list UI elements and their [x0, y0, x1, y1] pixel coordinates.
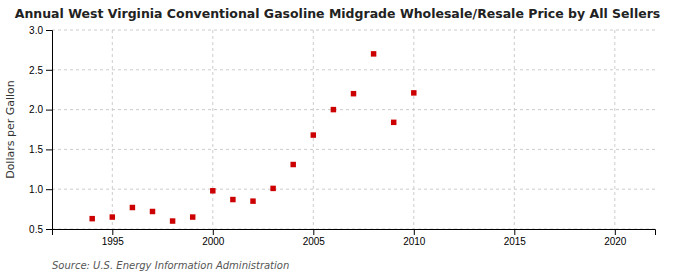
- point: [110, 214, 115, 219]
- point: [290, 162, 295, 167]
- point: [250, 198, 255, 203]
- y-axis: 0.5 1.0 1.5 2.0 2.5 3.0: [29, 25, 52, 235]
- x-tick-label: 2020: [604, 236, 627, 247]
- x-grid-line: [112, 30, 113, 229]
- point: [130, 205, 135, 210]
- y-grid-line: [52, 149, 655, 150]
- y-tick-label: 0.5: [29, 224, 43, 235]
- y-tick: 2.0: [29, 104, 52, 115]
- y-tick: 0.5: [29, 224, 52, 235]
- x-tick-mark: [313, 229, 314, 235]
- source: Source: U.S. Energy Information Administ…: [52, 260, 289, 271]
- y-axis-line: [46, 31, 53, 230]
- x-tick: 2000: [202, 229, 225, 247]
- y-tick: 3.0: [29, 25, 52, 36]
- y-axis-title: Dollars per Gallon: [4, 80, 17, 179]
- chart: 1995 2000 2005 2010 2015 2020 0.5 1.0 1.5 2.0 2.5 3…: [0, 0, 675, 275]
- point: [311, 132, 316, 137]
- point: [210, 188, 215, 193]
- x-tick-label: 1995: [102, 236, 125, 247]
- y-tick-mark: [46, 229, 52, 230]
- x-grid-line: [313, 30, 314, 229]
- x-tick: 2020: [604, 229, 627, 247]
- x-tick-mark: [112, 229, 113, 235]
- x-tick-mark: [514, 229, 515, 235]
- y-tick-label: 1.0: [29, 184, 43, 195]
- x-axis: 1995 2000 2005 2010 2015 2020: [53, 229, 656, 247]
- y-tick-mark: [46, 30, 52, 31]
- x-tick-label: 2000: [202, 236, 225, 247]
- x-tick: 2010: [403, 229, 426, 247]
- x-tick: 2015: [504, 229, 527, 247]
- x-tick: 1995: [102, 229, 125, 247]
- y-tick-label: 2.5: [29, 65, 43, 76]
- y-tick: 1.0: [29, 184, 52, 195]
- point: [89, 216, 94, 221]
- title: Annual West Virginia Conventional Gasoli…: [15, 6, 661, 21]
- y-tick-label: 3.0: [29, 25, 43, 36]
- x-tick-mark: [213, 229, 214, 235]
- plot: 1995 2000 2005 2010 2015 2020 0.5 1.0 1.5 2.0 2.5 3…: [29, 25, 655, 247]
- y-tick-mark: [46, 110, 52, 111]
- point: [371, 51, 376, 56]
- x-grid-line: [614, 30, 615, 229]
- y-tick: 1.5: [29, 144, 52, 155]
- y-grid-line: [52, 69, 655, 70]
- point: [270, 186, 275, 191]
- point: [351, 91, 356, 96]
- x-axis-line: [53, 230, 656, 236]
- y-tick-mark: [46, 149, 52, 150]
- y-grid-line: [52, 30, 655, 31]
- point: [391, 120, 396, 125]
- y-tick: 2.5: [29, 65, 52, 76]
- point: [150, 209, 155, 214]
- y-tick-mark: [46, 189, 52, 190]
- y-grid-line: [52, 189, 655, 190]
- x-grid-line: [413, 30, 414, 229]
- point: [170, 218, 175, 223]
- y-tick-label: 2.0: [29, 104, 43, 115]
- x-grid-line: [212, 30, 213, 229]
- x-tick-label: 2010: [403, 236, 426, 247]
- x-tick-mark: [414, 229, 415, 235]
- points: [89, 51, 416, 224]
- x-tick-label: 2015: [504, 236, 527, 247]
- x-tick-label: 2005: [303, 236, 326, 247]
- x-grid-line: [514, 30, 515, 229]
- y-tick-mark: [46, 70, 52, 71]
- x-tick-mark: [615, 229, 616, 235]
- y-tick-label: 1.5: [29, 144, 43, 155]
- point: [331, 107, 336, 112]
- y-grid-line: [52, 109, 655, 110]
- x-tick: 2005: [303, 229, 326, 247]
- grid: [52, 30, 655, 229]
- point: [190, 214, 195, 219]
- point: [411, 90, 416, 95]
- point: [230, 197, 235, 202]
